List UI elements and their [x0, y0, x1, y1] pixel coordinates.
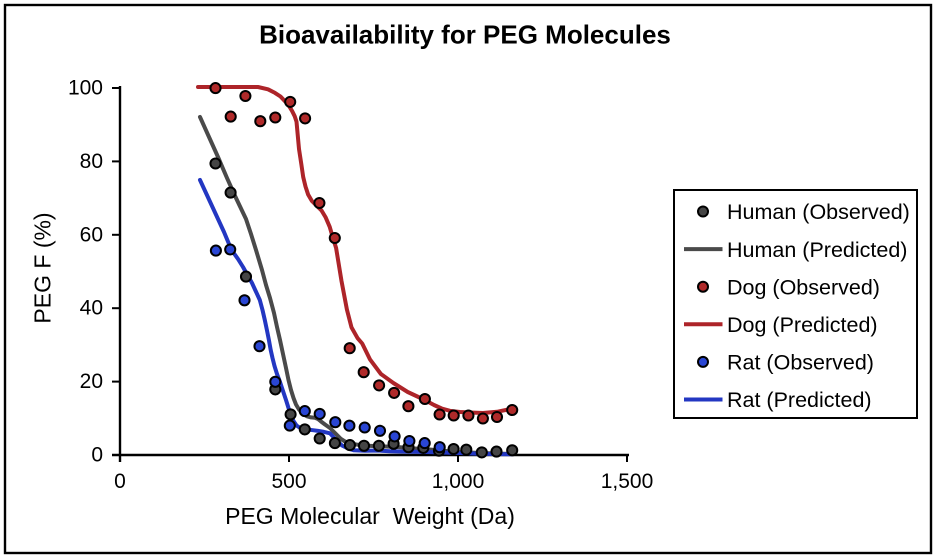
svg-text:Bioavailability for PEG Molecu: Bioavailability for PEG Molecules	[259, 20, 671, 50]
svg-text:Dog (Observed): Dog (Observed)	[727, 275, 880, 299]
svg-text:0: 0	[91, 444, 103, 467]
svg-text:500: 500	[271, 470, 306, 493]
svg-text:Dog (Predicted): Dog (Predicted)	[727, 313, 878, 337]
svg-text:1,500: 1,500	[601, 470, 654, 493]
svg-text:0: 0	[114, 470, 126, 493]
svg-text:60: 60	[80, 223, 103, 246]
svg-text:40: 40	[80, 297, 103, 320]
svg-text:80: 80	[80, 150, 103, 173]
svg-text:Human (Predicted): Human (Predicted)	[727, 238, 907, 262]
svg-text:20: 20	[80, 370, 103, 393]
svg-text:PEG F (%): PEG F (%)	[30, 212, 56, 323]
svg-text:PEG Molecular Weight (Da): PEG Molecular Weight (Da)	[225, 503, 515, 529]
svg-text:Rat (Observed): Rat (Observed)	[727, 351, 874, 375]
svg-text:Human (Observed): Human (Observed)	[727, 200, 910, 224]
svg-text:1,000: 1,000	[432, 470, 485, 493]
svg-text:Rat (Predicted): Rat (Predicted)	[727, 388, 872, 412]
svg-text:100: 100	[68, 77, 103, 100]
